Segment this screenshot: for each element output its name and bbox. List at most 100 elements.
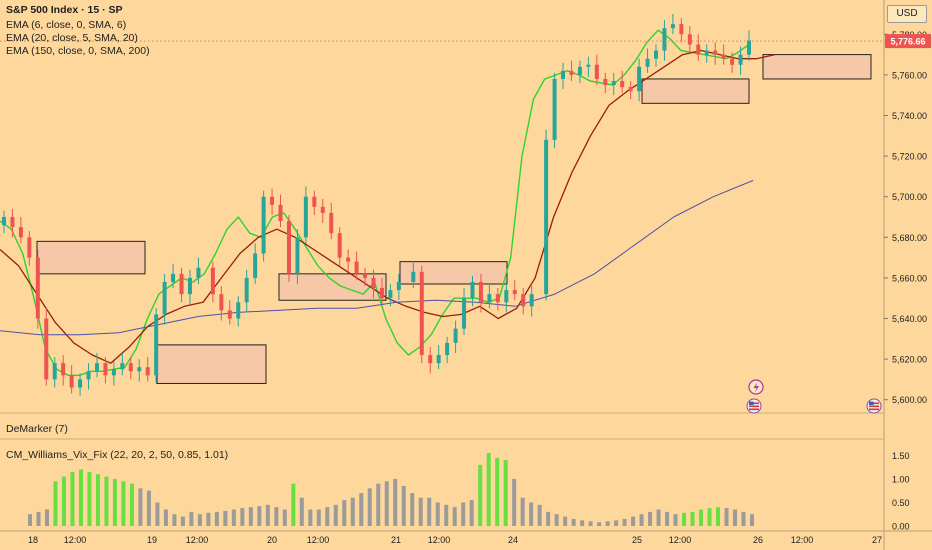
vixfix-bar — [325, 507, 330, 526]
vixfix-bar — [588, 521, 593, 526]
candle-body — [478, 281, 483, 303]
us-flag-icon[interactable] — [746, 398, 762, 414]
candle — [504, 281, 509, 313]
candle — [552, 72, 557, 148]
price-tick-label: 5,620.00 — [892, 355, 927, 365]
candle — [354, 251, 359, 280]
candle — [227, 300, 232, 325]
candle — [721, 44, 726, 65]
candle — [654, 44, 659, 67]
vixfix-bar — [614, 520, 619, 526]
candle — [730, 52, 735, 73]
candle-body — [504, 290, 509, 303]
candle — [611, 72, 616, 96]
candle-body — [120, 363, 125, 370]
candle-body — [196, 267, 201, 278]
candle — [61, 355, 66, 386]
candle — [445, 336, 450, 364]
candle — [196, 257, 201, 284]
candle-body — [704, 50, 709, 55]
candle-body — [371, 277, 376, 289]
last-price-value: 5,776.66 — [890, 37, 925, 47]
candle — [337, 227, 342, 266]
time-tick-label: 18 — [28, 535, 38, 545]
vixfix-bar — [61, 476, 66, 526]
candle — [569, 60, 574, 81]
candle — [137, 359, 142, 382]
vixfix-bar — [401, 486, 406, 526]
vixfix-bar — [435, 502, 440, 526]
us-flag-icon[interactable] — [866, 398, 882, 414]
candle — [303, 186, 308, 244]
candle — [270, 188, 275, 215]
candle-body — [236, 302, 241, 319]
vixfix-bar — [469, 500, 474, 526]
currency-button[interactable]: USD — [887, 5, 927, 23]
vixfix-bar — [495, 457, 500, 526]
vixfix-bar — [308, 509, 313, 526]
time-tick-label: 21 — [391, 535, 401, 545]
price-zone — [641, 78, 750, 104]
candle-body — [18, 227, 23, 238]
time-tick-label: 26 — [753, 535, 763, 545]
vixfix-bar — [121, 481, 126, 526]
lightning-event-icon[interactable] — [748, 379, 764, 395]
candle — [529, 286, 534, 317]
candle — [487, 283, 492, 309]
candle-body — [219, 294, 224, 311]
candle — [544, 129, 549, 301]
candle — [346, 249, 351, 272]
vixfix-bar — [129, 483, 134, 526]
vixfix-bar — [248, 507, 253, 526]
vixfix-bar — [444, 504, 449, 526]
price-tick-label: 5,720.00 — [892, 152, 927, 162]
time-tick-label: 25 — [632, 535, 642, 545]
vixfix-bar — [53, 481, 58, 526]
vixfix-bar — [546, 511, 551, 526]
candle-body — [187, 277, 192, 295]
candle-body — [179, 273, 184, 295]
candle — [219, 286, 224, 321]
candle — [396, 273, 401, 301]
vixfix-bar — [520, 497, 525, 526]
candle-body — [696, 44, 701, 55]
candle — [371, 269, 376, 299]
price-tick-label: 5,660.00 — [892, 273, 927, 283]
vixfix-bar — [359, 493, 364, 526]
vixfix-bar — [478, 464, 483, 526]
candle-body — [411, 271, 416, 282]
vixfix-bar — [316, 509, 321, 526]
candle — [379, 277, 384, 305]
candle-body — [544, 139, 549, 295]
candle — [86, 363, 91, 390]
last-price-tag — [885, 34, 931, 49]
candle-body — [521, 294, 526, 307]
ema-fast-legend: EMA (6, close, 0, SMA, 6) — [6, 19, 127, 31]
candle — [27, 231, 32, 266]
vixfix-bar — [741, 511, 746, 526]
candle-body — [162, 281, 167, 315]
candle-body — [577, 66, 582, 75]
candle-body — [552, 78, 557, 140]
candle — [470, 275, 475, 307]
candle — [561, 62, 566, 90]
time-tick-label: 20 — [267, 535, 277, 545]
candle — [738, 46, 743, 75]
candle-body — [303, 196, 308, 238]
vixfix-bar — [155, 502, 160, 526]
vixfix-bar — [28, 514, 32, 526]
candle-body — [713, 50, 718, 55]
vixfix-bar — [163, 509, 168, 526]
time-tick-label: 12:00 — [307, 535, 330, 545]
time-tick-label: 12:00 — [791, 535, 814, 545]
candle-body — [61, 363, 66, 376]
vixfix-bar — [138, 488, 143, 526]
candle — [2, 210, 6, 234]
vixfix-bar — [206, 512, 211, 526]
candle-body — [487, 294, 492, 303]
vix-tick-label: 0.50 — [892, 498, 910, 508]
candle — [236, 296, 241, 327]
price-tick-label: 5,740.00 — [892, 111, 927, 121]
candle — [662, 20, 667, 61]
candle-body — [388, 290, 393, 299]
